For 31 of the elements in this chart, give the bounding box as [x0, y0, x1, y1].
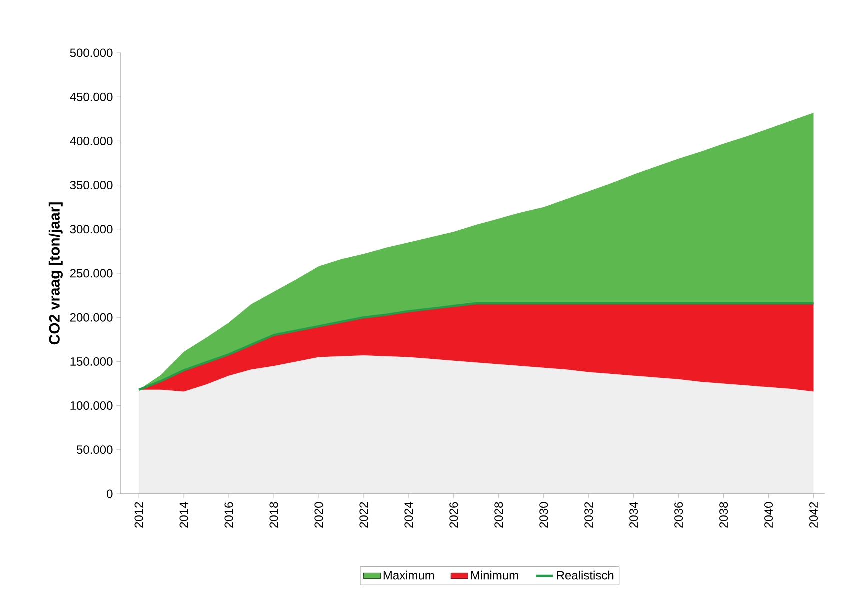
x-tick-label: 2040 — [764, 502, 774, 528]
x-tick-label: 2028 — [494, 502, 504, 528]
x-tick-label: 2026 — [450, 502, 458, 528]
y-tick-label: 500.000 — [70, 48, 113, 58]
y-tick-label: 250.000 — [70, 269, 113, 278]
y-tick-label: 0 — [107, 490, 113, 498]
y-tick-label: 100.000 — [70, 402, 113, 410]
x-tick-label: 2042 — [810, 502, 818, 528]
y-tick-label: 300.000 — [70, 225, 113, 234]
x-tick-label: 2014 — [180, 502, 188, 528]
y-tick-label: 200.000 — [70, 313, 113, 322]
x-tick-label: 2034 — [630, 502, 638, 528]
legend-label: Maximum — [384, 570, 434, 580]
y-tick-label: 400.000 — [70, 136, 113, 146]
y-tick-label: 50.000 — [76, 446, 113, 454]
x-tick-label: 2020 — [314, 502, 324, 528]
x-tick-label: 2022 — [360, 502, 368, 528]
x-tick-label: 2012 — [134, 502, 144, 528]
y-axis-title: CO2 vraag [ton/jaar] — [48, 202, 63, 345]
x-tick-label: 2016 — [224, 502, 234, 528]
x-tick-label: 2038 — [720, 502, 728, 528]
x-tick-label: 2030 — [540, 502, 548, 528]
x-tick-label: 2032 — [584, 502, 594, 528]
legend-label: Realistisch — [557, 570, 614, 580]
y-tick-label: 150.000 — [70, 357, 113, 366]
x-tick-label: 2018 — [270, 502, 278, 528]
x-tick-label: 2024 — [404, 502, 414, 528]
legend-label: Minimum — [471, 570, 518, 580]
y-tick-label: 350.000 — [70, 181, 113, 190]
y-tick-label: 450.000 — [70, 92, 113, 102]
x-tick-label: 2036 — [674, 502, 684, 528]
